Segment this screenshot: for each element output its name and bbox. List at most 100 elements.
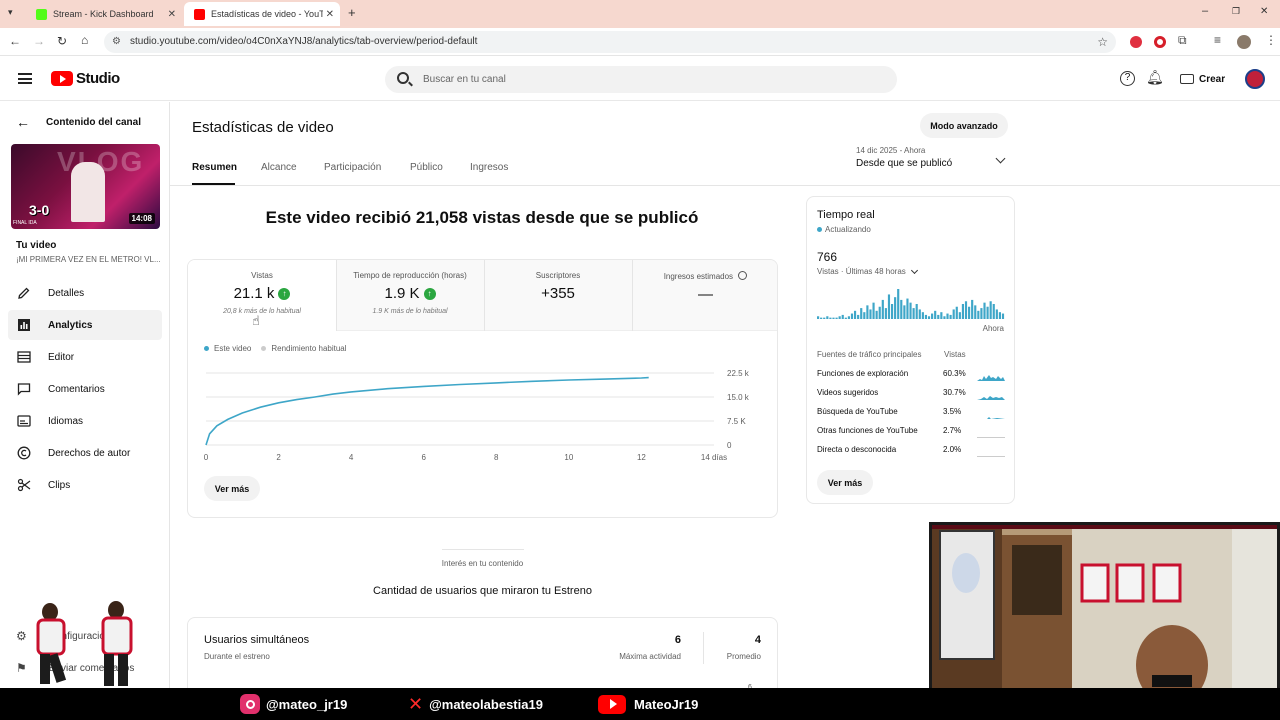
sidebar-item-idiomas[interactable]: Idiomas <box>8 406 162 436</box>
metric-label: Vistas <box>251 271 273 280</box>
sidebar-item-feedback[interactable]: ⚑ Enviar comentarios <box>16 661 134 675</box>
channel-avatar[interactable] <box>1245 69 1265 89</box>
metric-divider <box>632 260 633 331</box>
sidebar-item-comentarios[interactable]: Comentarios <box>8 374 162 404</box>
sidebar-item-detalles[interactable]: Detalles <box>8 278 162 308</box>
tab-publico[interactable]: Público <box>410 162 443 173</box>
concurrent-divider <box>703 632 704 664</box>
metric-value: 21.1 k <box>233 285 275 302</box>
thumbnail-caption: FINAL IDA <box>13 220 37 226</box>
realtime-title: Tiempo real <box>817 209 875 221</box>
close-window-icon[interactable]: ✕ <box>1260 6 1269 17</box>
traffic-label: Videos sugeridos <box>817 388 879 397</box>
realtime-bar <box>826 316 829 319</box>
realtime-bar-chart[interactable] <box>817 287 1005 319</box>
browser-toolbar: ← → ↻ ⌂ ⚙ studio.youtube.com/video/o4C0n… <box>0 28 1280 56</box>
restore-window-icon[interactable]: ❐ <box>1232 6 1241 16</box>
video-thumbnail[interactable]: VLOG 3-0 FINAL IDA 14:08 <box>11 144 160 229</box>
extensions-puzzle-icon[interactable]: ⧉ <box>1178 33 1187 47</box>
tab-search-icon[interactable]: ≡ <box>1214 33 1222 47</box>
metric-tiempo[interactable]: Tiempo de reproducción (horas) 1.9 K ↑ 1.… <box>336 260 484 330</box>
realtime-see-more-button[interactable]: Ver más <box>817 470 873 495</box>
realtime-bar <box>921 312 924 319</box>
sidebar-item-configuracion[interactable]: ⚙ Configuración <box>16 629 110 643</box>
studio-logo[interactable]: Studio <box>51 70 120 87</box>
realtime-bar <box>943 316 946 319</box>
realtime-bar <box>878 306 881 319</box>
realtime-card: Tiempo real Actualizando 766 Vistas · Úl… <box>806 196 1015 504</box>
forward-arrow-icon[interactable]: → <box>33 34 45 48</box>
traffic-row[interactable]: Videos sugeridos 30.7% <box>817 388 1007 406</box>
tab-ingresos[interactable]: Ingresos <box>470 162 509 173</box>
peak-label: Máxima actividad <box>619 652 681 661</box>
help-icon[interactable]: ? <box>1120 71 1135 86</box>
sidebar-item-clips[interactable]: Clips <box>8 470 162 500</box>
minimize-window-icon[interactable]: – <box>1202 5 1209 17</box>
traffic-pct: 3.5% <box>943 407 962 416</box>
social-handle: @mateolabestia19 <box>429 696 543 712</box>
sidebar-item-editor[interactable]: Editor <box>8 342 162 372</box>
sidebar-item-label: Configuración <box>48 630 111 642</box>
traffic-row[interactable]: Funciones de exploración 60.3% <box>817 369 1007 387</box>
close-tab-icon[interactable]: ✕ <box>325 8 334 20</box>
realtime-bar <box>977 310 980 319</box>
comment-icon <box>16 381 32 397</box>
realtime-bar <box>968 306 971 319</box>
browser-tab-strip: ▾ Stream - Kick Dashboard ✕ Estadísticas… <box>0 0 1280 28</box>
opera-icon[interactable] <box>1154 36 1166 48</box>
tab-participacion[interactable]: Participación <box>324 162 382 173</box>
social-handle: @mateo_jr19 <box>266 696 348 712</box>
browser-tab-kick[interactable]: Stream - Kick Dashboard ✕ <box>26 2 182 26</box>
period-selector[interactable]: 14 dic 2025 - Ahora Desde que se publicó <box>856 146 1008 176</box>
views-line-chart[interactable]: 22.5 k 15.0 k 7.5 K 0 0 2 4 6 8 10 12 14 días <box>188 356 778 466</box>
tab-alcance[interactable]: Alcance <box>261 162 297 173</box>
back-to-content-link[interactable]: ← Contenido del canal <box>16 114 141 130</box>
browser-tab-youtube[interactable]: Estadísticas de video - YouTube ✕ <box>184 2 340 26</box>
bookmark-star-icon[interactable]: ☆ <box>1097 35 1108 49</box>
gear-icon: ⚙ <box>16 629 27 643</box>
site-info-icon[interactable]: ⚙ <box>112 36 121 47</box>
traffic-row[interactable]: Directa o desconocida 2.0% <box>817 445 1007 463</box>
realtime-views-label[interactable]: Vistas · Últimas 48 horas <box>817 266 918 276</box>
see-more-button[interactable]: Ver más <box>204 476 260 501</box>
browser-menu-icon[interactable]: ⋮ <box>1265 33 1277 47</box>
new-tab-icon[interactable]: + <box>348 5 356 20</box>
premiere-title: Cantidad de usuarios que miraron tu Estr… <box>373 585 592 597</box>
realtime-bar <box>900 299 903 319</box>
realtime-bar <box>927 316 931 319</box>
chart-legend: Este video Rendimiento habitual <box>204 344 347 353</box>
realtime-bar <box>971 299 974 319</box>
close-tab-icon[interactable]: ✕ <box>167 8 176 20</box>
tab-resumen[interactable]: Resumen <box>192 162 238 173</box>
notifications-bell-icon[interactable]: 🔔︎ <box>1146 69 1164 85</box>
sidebar-item-label: Analytics <box>48 319 93 331</box>
realtime-bar <box>946 313 949 319</box>
video-duration-badge: 14:08 <box>128 213 155 224</box>
tab-title: Estadísticas de video - YouTube <box>211 9 323 19</box>
metric-label: Suscriptores <box>535 271 581 280</box>
hamburger-menu-icon[interactable] <box>18 73 32 84</box>
extension-red-icon[interactable] <box>1130 36 1142 48</box>
url-bar[interactable]: ⚙ studio.youtube.com/video/o4C0nXaYNJ8/a… <box>104 31 1116 53</box>
traffic-label: Funciones de exploración <box>817 369 909 378</box>
tab-list-chevron-icon[interactable]: ▾ <box>8 7 13 17</box>
sidebar-item-derechos[interactable]: Derechos de autor <box>8 438 162 468</box>
profile-avatar-icon[interactable] <box>1237 35 1251 49</box>
create-video-icon <box>1180 74 1194 84</box>
realtime-bar <box>931 313 934 319</box>
metric-ingresos[interactable]: Ingresos estimados — <box>632 260 777 330</box>
metric-suscriptores[interactable]: Suscriptores +355 <box>484 260 632 330</box>
create-button[interactable]: Crear <box>1176 67 1226 91</box>
reload-icon[interactable]: ↻ <box>57 34 68 48</box>
sidebar-item-label: Idiomas <box>48 415 84 427</box>
metric-vistas[interactable]: Vistas 21.1 k ↑ 20,8 k más de lo habitual <box>188 260 336 331</box>
advanced-mode-button[interactable]: Modo avanzado <box>920 113 1008 138</box>
realtime-now-label: Ahora <box>982 324 1004 333</box>
channel-search-input[interactable]: Buscar en tu canal <box>385 66 897 93</box>
back-arrow-icon[interactable]: ← <box>9 34 21 48</box>
traffic-row[interactable]: Otras funciones de YouTube 2.7% <box>817 426 1007 444</box>
traffic-row[interactable]: Búsqueda de YouTube 3.5% <box>817 407 1007 425</box>
chart-x-tick-label: 4 <box>349 453 354 462</box>
home-icon[interactable]: ⌂ <box>81 33 89 47</box>
sidebar-item-analytics[interactable]: Analytics <box>8 310 162 340</box>
